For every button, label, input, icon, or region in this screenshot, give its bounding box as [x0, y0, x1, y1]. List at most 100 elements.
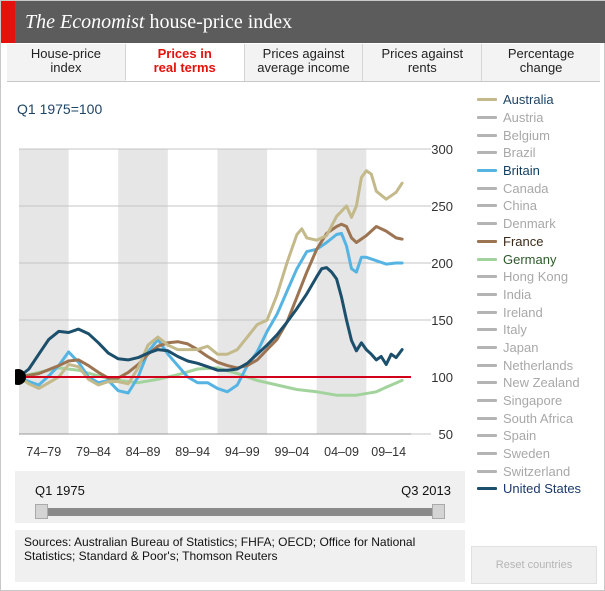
slider-track[interactable] — [39, 508, 435, 516]
legend-item-australia[interactable]: Australia — [477, 91, 602, 109]
period-band — [118, 149, 168, 434]
legend-item-new-zealand[interactable]: New Zealand — [477, 374, 602, 392]
reset-countries-button[interactable]: Reset countries — [471, 546, 597, 584]
legend-label: Netherlands — [503, 357, 574, 373]
index-base-label: Q1 1975=100 — [17, 101, 103, 117]
y-tick-label: 200 — [431, 256, 453, 271]
start-point-marker — [15, 369, 26, 385]
legend-swatch — [477, 116, 497, 120]
y-tick-label: 250 — [431, 199, 453, 214]
country-legend: Australia Austria Belgium Brazil Britain Cana… — [477, 91, 602, 498]
x-tick-label: 04–09 — [324, 445, 359, 459]
slider-handle-start[interactable] — [35, 504, 48, 519]
legend-swatch — [477, 98, 497, 102]
legend-label: Japan — [503, 339, 539, 355]
legend-label: Britain — [503, 163, 540, 179]
legend-swatch — [477, 363, 497, 367]
price-chart: 74–79 79–84 84–89 89–94 94–99 99–04 04–09 09–14… — [15, 142, 453, 459]
legend-label: India — [503, 286, 532, 302]
x-tick-label: 99–04 — [275, 445, 310, 459]
series-line-united-states — [17, 266, 404, 379]
legend-item-canada[interactable]: Canada — [477, 179, 602, 197]
page-title: The Economist house-price index — [25, 11, 292, 34]
tab-house-price-index[interactable]: House-price index — [7, 44, 125, 81]
legend-label: Hong Kong — [503, 269, 569, 285]
legend-item-denmark[interactable]: Denmark — [477, 215, 602, 233]
legend-label: Switzerland — [503, 463, 571, 479]
legend-swatch — [477, 222, 497, 226]
legend-swatch — [477, 434, 497, 438]
legend-label: South Africa — [503, 410, 574, 426]
legend-item-hong-kong[interactable]: Hong Kong — [477, 268, 602, 286]
legend-item-netherlands[interactable]: Netherlands — [477, 356, 602, 374]
legend-swatch — [477, 292, 497, 296]
legend-item-china[interactable]: China — [477, 197, 602, 215]
sources-note: Sources: Australian Bureau of Statistics… — [15, 530, 465, 582]
legend-item-japan[interactable]: Japan — [477, 339, 602, 357]
legend-label: Spain — [503, 428, 537, 444]
slider-handle-end[interactable] — [432, 504, 445, 519]
legend-swatch — [477, 328, 497, 332]
x-tick-label: 89–94 — [175, 445, 210, 459]
period-band — [19, 149, 69, 434]
x-tick-label: 94–99 — [225, 445, 260, 459]
y-tick-label: 300 — [431, 142, 453, 157]
legend-label: Singapore — [503, 393, 563, 409]
legend-label: Brazil — [503, 145, 536, 161]
legend-swatch — [477, 310, 497, 314]
tab-prices-against-rents[interactable]: Prices against rents — [362, 44, 482, 81]
legend-swatch — [477, 416, 497, 420]
legend-item-germany[interactable]: Germany — [477, 250, 602, 268]
legend-item-belgium[interactable]: Belgium — [477, 126, 602, 144]
legend-label: Ireland — [503, 304, 543, 320]
legend-swatch — [477, 469, 497, 473]
legend-item-switzerland[interactable]: Switzerland — [477, 462, 602, 480]
legend-label: Austria — [503, 110, 544, 126]
legend-label: Belgium — [503, 127, 550, 143]
series-line-australia — [17, 169, 404, 390]
legend-item-spain[interactable]: Spain — [477, 427, 602, 445]
y-tick-label: 100 — [431, 370, 453, 385]
title-brand: The Economist — [25, 11, 145, 33]
slider-start-label: Q1 1975 — [35, 483, 85, 498]
x-tick-label: 79–84 — [76, 445, 111, 459]
period-band — [217, 149, 268, 434]
legend-swatch — [477, 257, 497, 261]
legend-label: United States — [503, 481, 582, 497]
legend-item-britain[interactable]: Britain — [477, 162, 602, 180]
legend-swatch — [477, 487, 497, 491]
y-tick-label: 150 — [431, 313, 453, 328]
legend-item-india[interactable]: India — [477, 286, 602, 304]
time-range-slider: Q1 1975 Q3 2013 — [15, 471, 465, 523]
legend-swatch — [477, 204, 497, 208]
legend-label: China — [503, 198, 537, 214]
legend-item-singapore[interactable]: Singapore — [477, 392, 602, 410]
legend-item-sweden[interactable]: Sweden — [477, 445, 602, 463]
legend-item-united-states[interactable]: United States — [477, 480, 602, 498]
legend-item-italy[interactable]: Italy — [477, 321, 602, 339]
brand-red-mark — [1, 1, 15, 43]
legend-swatch — [477, 399, 497, 403]
legend-swatch — [477, 133, 497, 137]
x-tick-label: 09–14 — [371, 445, 406, 459]
legend-label: France — [503, 233, 544, 249]
title-bar: The Economist house-price index — [1, 1, 605, 43]
legend-label: Denmark — [503, 216, 556, 232]
slider-end-label: Q3 2013 — [401, 483, 451, 498]
tab-prices-against-income[interactable]: Prices against average income — [243, 44, 363, 81]
tab-prices-real-terms[interactable]: Prices in real terms — [124, 44, 244, 81]
legend-item-south-africa[interactable]: South Africa — [477, 409, 602, 427]
legend-label: Germany — [503, 251, 557, 267]
legend-item-france[interactable]: France — [477, 233, 602, 251]
legend-label: New Zealand — [503, 375, 580, 391]
legend-item-ireland[interactable]: Ireland — [477, 303, 602, 321]
legend-swatch — [477, 239, 497, 243]
legend-item-brazil[interactable]: Brazil — [477, 144, 602, 162]
legend-label: Sweden — [503, 446, 550, 462]
tab-percentage-change[interactable]: Percentage change — [481, 44, 600, 81]
y-tick-label: 50 — [439, 427, 453, 442]
series-line-france — [17, 222, 404, 380]
title-rest: house-price index — [144, 11, 293, 33]
legend-item-austria[interactable]: Austria — [477, 109, 602, 127]
